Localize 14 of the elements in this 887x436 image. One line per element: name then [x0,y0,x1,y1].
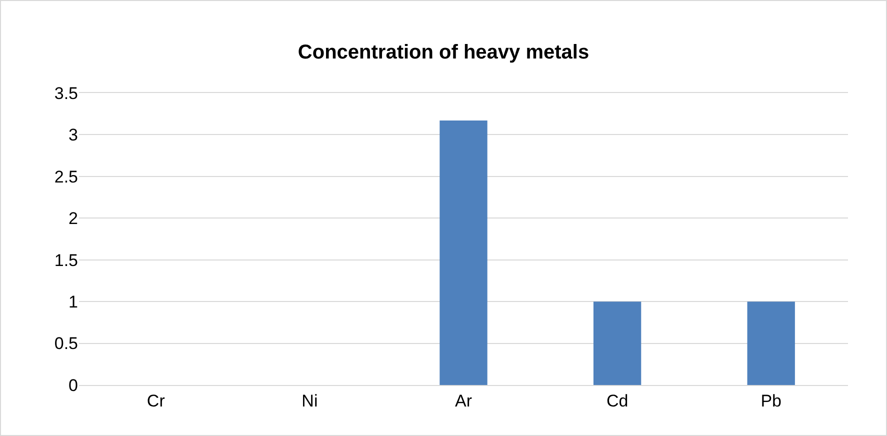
y-tick-label: 1 [68,292,78,312]
x-tick-label: Ni [302,391,318,410]
y-tick-label: 0.5 [54,334,78,354]
y-tick-label: 1.5 [54,250,78,270]
y-tick-label: 3 [68,126,78,145]
y-tick-label: 3.5 [54,84,78,103]
x-tick-label: Ar [455,391,472,410]
x-tick-label: Cd [606,391,628,410]
chart-title: Concentration of heavy metals [298,41,590,64]
x-tick-label: Pb [760,391,782,410]
y-tick-label: 2.5 [54,167,78,186]
y-tick-label: 2 [68,209,78,228]
x-tick-label: Cr [146,391,166,410]
y-tick-label: 0 [68,376,78,395]
